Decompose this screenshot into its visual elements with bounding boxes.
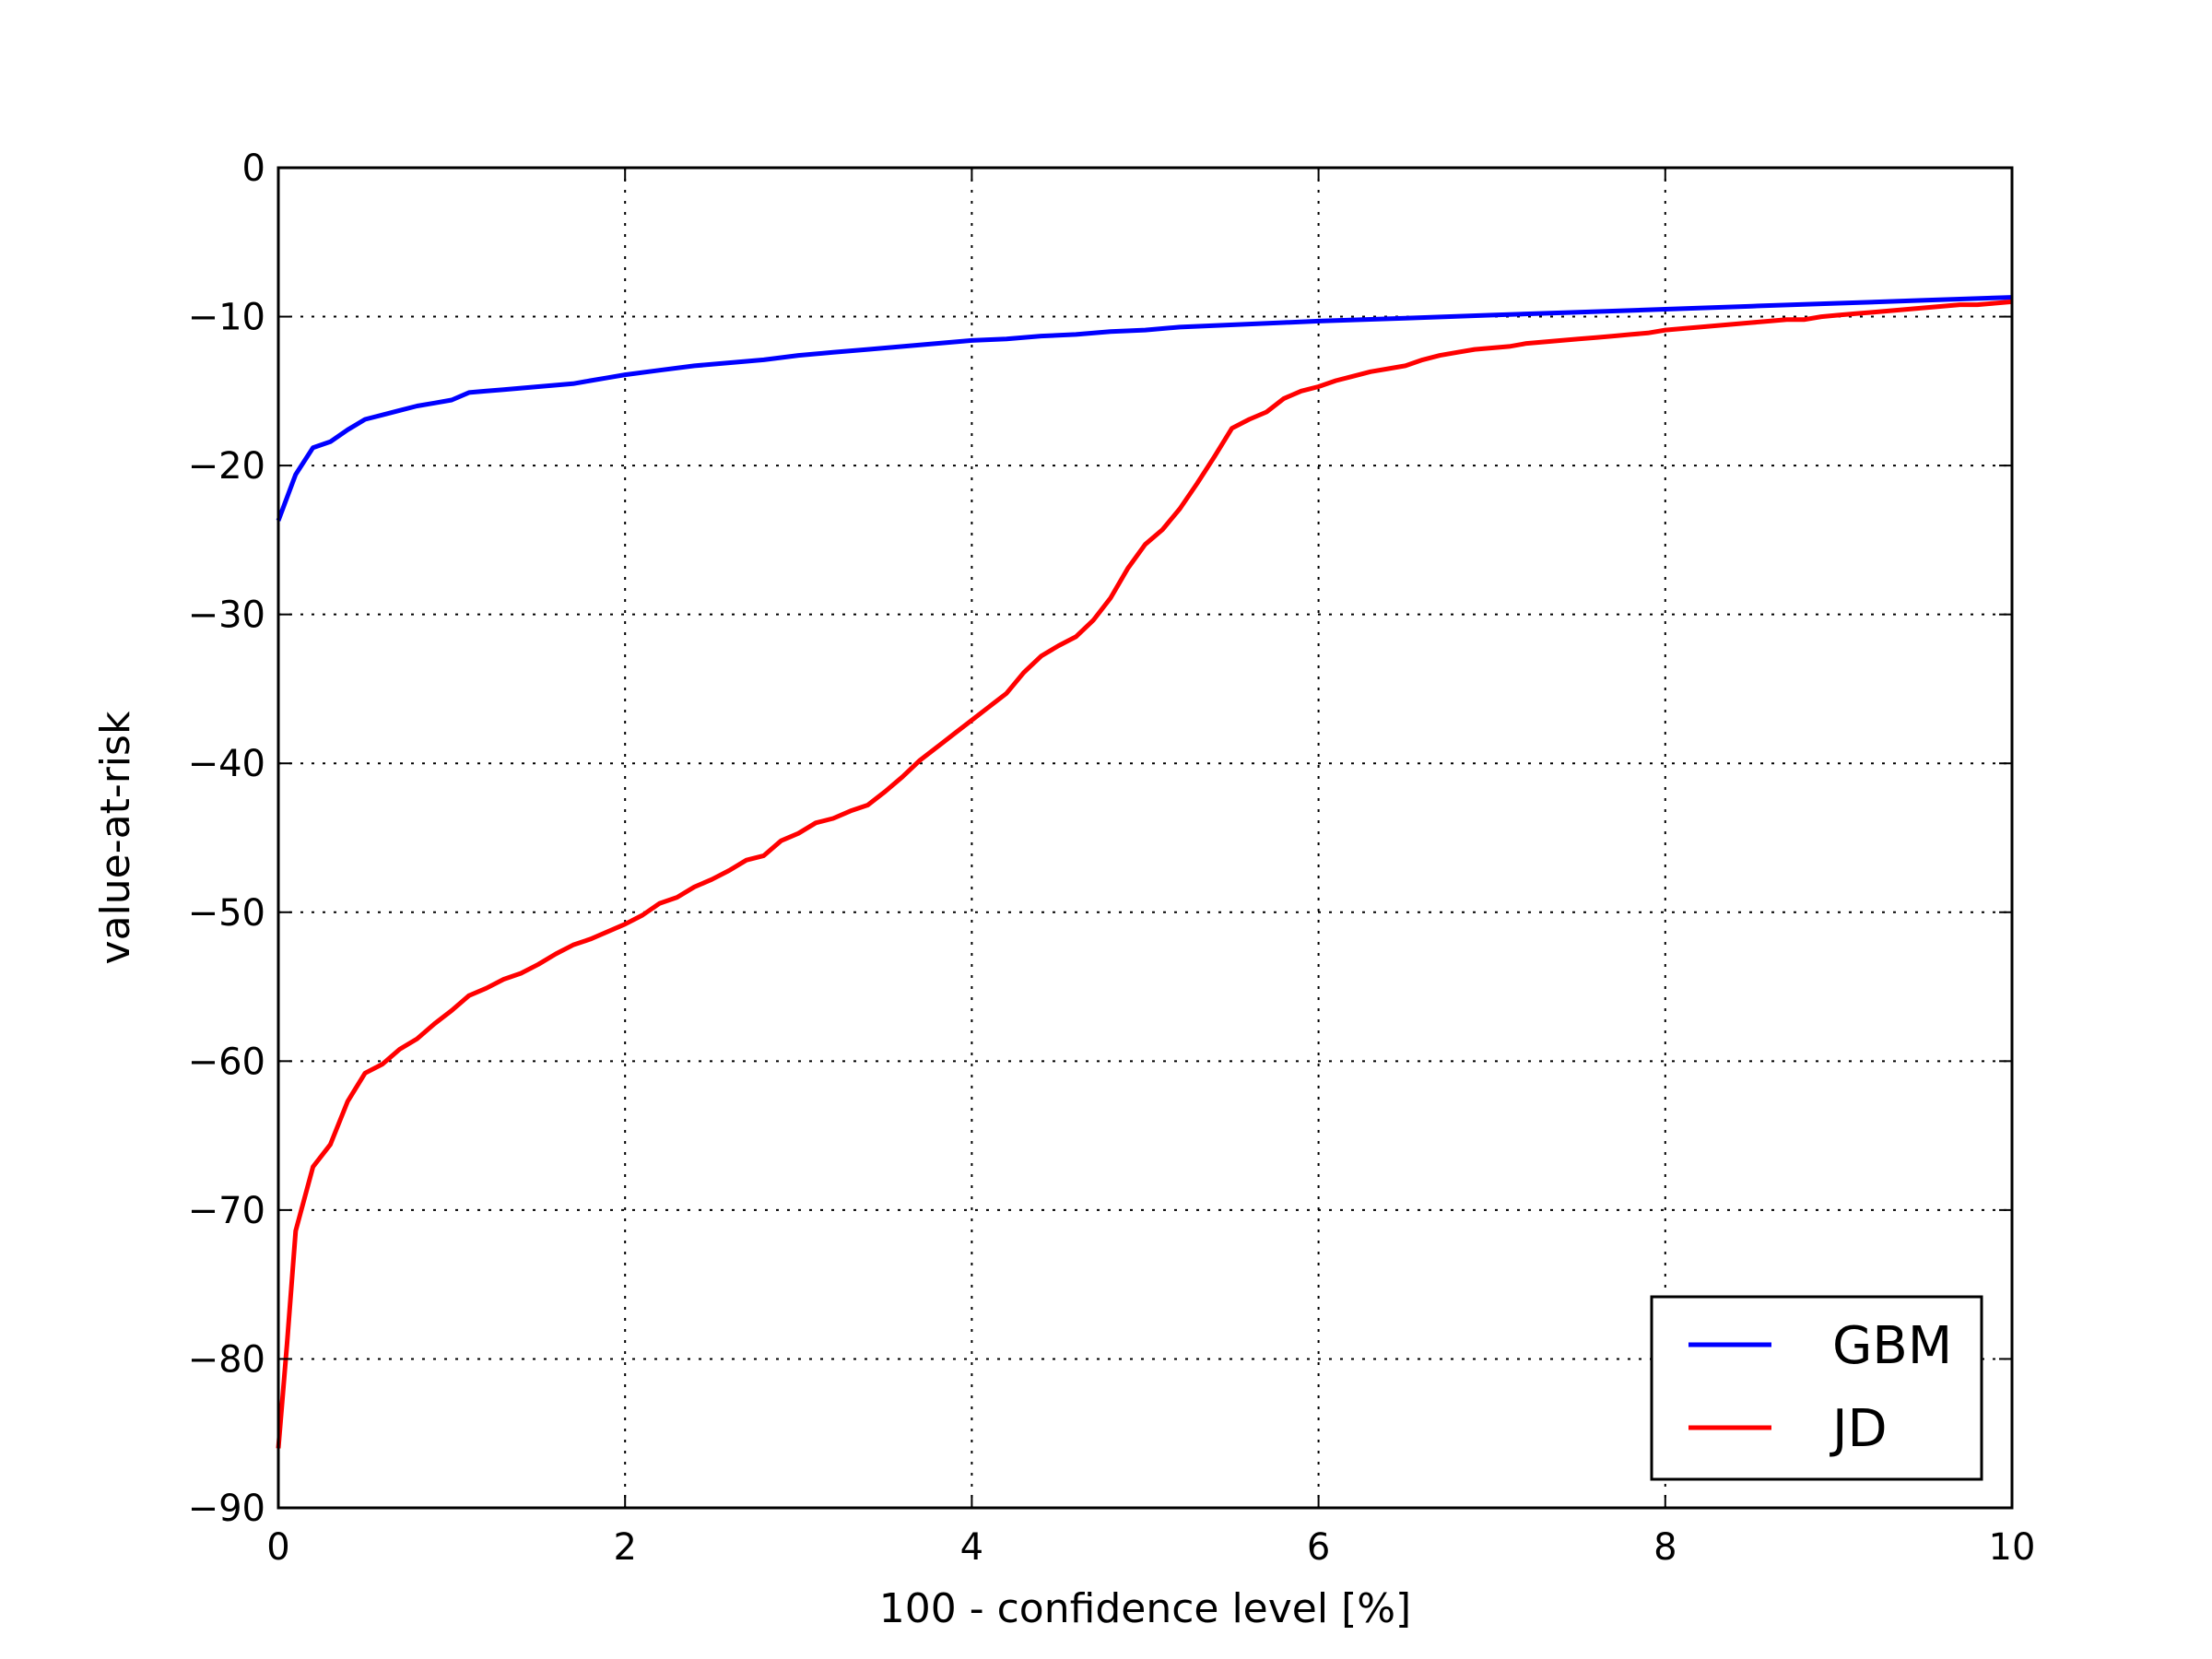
y-tick-label: −70: [188, 1190, 265, 1232]
y-tick-label: −80: [188, 1338, 265, 1381]
legend: GBM JD: [1650, 1295, 1983, 1481]
x-tick-label: 10: [1989, 1526, 2036, 1569]
series-lines: [276, 295, 2013, 1449]
y-axis-label: value-at-risk: [92, 711, 139, 964]
x-tick-label: 2: [613, 1526, 636, 1569]
y-tick-label: −10: [188, 297, 265, 339]
legend-label-gbm: GBM: [1832, 1316, 1952, 1376]
legend-label-jd: JD: [1830, 1399, 1888, 1459]
x-tick-label: 0: [266, 1526, 289, 1569]
y-tick-label: −40: [188, 743, 265, 785]
y-tick-label: −20: [188, 445, 265, 488]
x-tick-label: 8: [1653, 1526, 1677, 1569]
y-tick-label: −90: [188, 1488, 265, 1530]
tick-marks: [277, 167, 2013, 1509]
x-tick-label: 4: [960, 1526, 983, 1569]
series-line-gbm: [276, 295, 2013, 522]
y-tick-label: −60: [188, 1041, 265, 1083]
y-tick-label: 0: [242, 147, 265, 190]
plot-area-frame: [276, 166, 2014, 1510]
series-line-jd: [276, 299, 2013, 1449]
x-axis-label: 100 - confidence level [%]: [879, 1585, 1411, 1632]
x-tick-label: 6: [1307, 1526, 1330, 1569]
tick-labels: 0 2 4 6 8 10 0 −10 −20 −30 −40 −50 −60 −70 −80 −90: [188, 147, 2036, 1569]
y-tick-label: −50: [188, 892, 265, 935]
y-tick-label: −30: [188, 594, 265, 637]
legend-box: [1650, 1295, 1983, 1481]
